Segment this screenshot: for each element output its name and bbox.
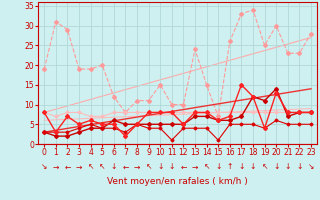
Text: ↘: ↘ [41,162,47,171]
Text: ↓: ↓ [296,162,303,171]
Text: ↑: ↑ [227,162,233,171]
Text: ↖: ↖ [204,162,210,171]
Text: ↓: ↓ [238,162,244,171]
Text: ↓: ↓ [215,162,221,171]
Text: →: → [76,162,82,171]
Text: ↖: ↖ [99,162,105,171]
Text: ↘: ↘ [308,162,314,171]
Text: ↖: ↖ [261,162,268,171]
Text: →: → [52,162,59,171]
Text: →: → [134,162,140,171]
Text: ←: ← [122,162,129,171]
Text: ↓: ↓ [157,162,164,171]
Text: ↓: ↓ [250,162,256,171]
Text: ↖: ↖ [87,162,94,171]
Text: ↓: ↓ [169,162,175,171]
X-axis label: Vent moyen/en rafales ( km/h ): Vent moyen/en rafales ( km/h ) [107,177,248,186]
Text: ↓: ↓ [284,162,291,171]
Text: ←: ← [180,162,187,171]
Text: ↓: ↓ [111,162,117,171]
Text: ←: ← [64,162,71,171]
Text: ↓: ↓ [273,162,279,171]
Text: →: → [192,162,198,171]
Text: ↖: ↖ [145,162,152,171]
